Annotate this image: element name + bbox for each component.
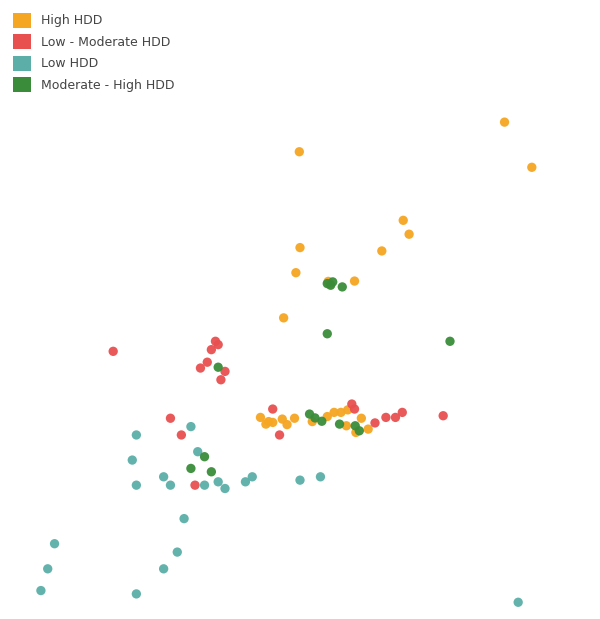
Point	[166, 480, 175, 490]
Point	[206, 345, 216, 355]
Point	[323, 277, 333, 287]
Point	[50, 539, 59, 548]
Point	[279, 313, 289, 323]
Point	[214, 362, 223, 372]
Point	[322, 412, 332, 422]
Point	[172, 547, 182, 557]
Point	[307, 417, 317, 426]
Point	[43, 564, 53, 574]
Point	[514, 597, 523, 607]
Point	[159, 472, 169, 482]
Point	[295, 475, 305, 485]
Point	[377, 246, 386, 256]
Point	[317, 417, 326, 426]
Point	[206, 467, 216, 477]
Point	[291, 268, 301, 278]
Point	[347, 399, 356, 409]
Point	[398, 215, 408, 225]
Point	[350, 421, 360, 431]
Point	[381, 412, 391, 422]
Point	[220, 483, 230, 493]
Point	[179, 514, 189, 524]
Point	[328, 277, 338, 287]
Point	[261, 419, 271, 429]
Point	[445, 336, 455, 346]
Point	[341, 421, 351, 431]
Point	[295, 243, 305, 253]
Point	[391, 412, 400, 422]
Point	[166, 413, 175, 423]
Point	[247, 472, 257, 482]
Point	[264, 417, 274, 426]
Point	[256, 412, 265, 422]
Point	[214, 477, 223, 487]
Point	[527, 162, 536, 172]
Point	[196, 363, 205, 373]
Point	[305, 409, 314, 419]
Point	[356, 413, 366, 423]
Point	[214, 340, 223, 350]
Point	[335, 419, 344, 429]
Legend: High HDD, Low - Moderate HDD, Low HDD, Moderate - High HDD: High HDD, Low - Moderate HDD, Low HDD, M…	[6, 6, 181, 98]
Point	[131, 589, 141, 599]
Point	[325, 279, 335, 289]
Point	[176, 430, 186, 440]
Point	[295, 147, 304, 157]
Point	[329, 407, 339, 417]
Point	[211, 336, 220, 346]
Point	[241, 477, 250, 487]
Point	[310, 413, 320, 423]
Point	[216, 375, 226, 385]
Point	[186, 464, 196, 474]
Point	[186, 422, 196, 431]
Point	[322, 279, 332, 288]
Point	[282, 420, 292, 430]
Point	[326, 280, 335, 290]
Point	[127, 455, 137, 465]
Point	[193, 447, 203, 457]
Point	[268, 417, 278, 427]
Point	[322, 329, 332, 339]
Point	[190, 480, 200, 490]
Point	[351, 428, 361, 438]
Point	[355, 426, 364, 436]
Point	[370, 418, 380, 428]
Point	[397, 407, 407, 417]
Point	[350, 276, 359, 286]
Point	[159, 564, 169, 574]
Point	[337, 282, 347, 292]
Point	[275, 430, 284, 440]
Point	[316, 472, 325, 482]
Point	[343, 405, 353, 415]
Point	[131, 480, 141, 490]
Point	[439, 411, 448, 421]
Point	[290, 413, 299, 423]
Point	[268, 404, 278, 414]
Point	[36, 586, 46, 595]
Point	[500, 117, 509, 127]
Point	[200, 452, 209, 462]
Point	[364, 424, 373, 434]
Point	[200, 480, 209, 490]
Point	[109, 347, 118, 357]
Point	[220, 366, 230, 376]
Point	[131, 430, 141, 440]
Point	[404, 229, 414, 239]
Point	[277, 414, 287, 424]
Point	[202, 357, 212, 367]
Point	[350, 404, 359, 414]
Point	[336, 407, 346, 417]
